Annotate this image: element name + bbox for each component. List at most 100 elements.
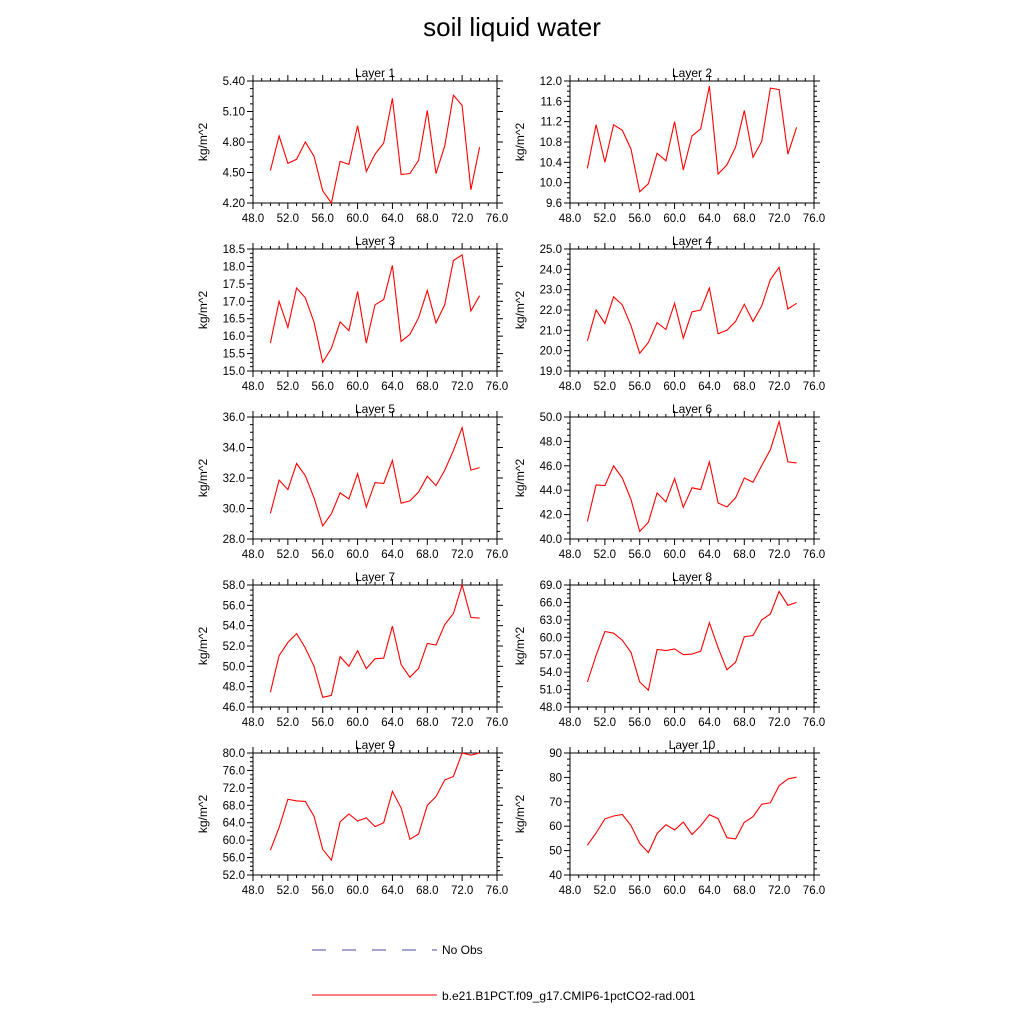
axis-frame bbox=[569, 80, 815, 204]
y-tick-label: 42.0 bbox=[540, 510, 562, 522]
x-tick-label: 76.0 bbox=[486, 381, 508, 393]
panel-title: Layer 4 bbox=[672, 234, 712, 248]
x-tick-label: 48.0 bbox=[559, 381, 581, 393]
axis-frame bbox=[252, 248, 498, 372]
x-tick-label: 64.0 bbox=[698, 885, 720, 897]
y-axis-label: kg/m^2 bbox=[513, 459, 527, 498]
chart-panel-7: Layer 7 48.0 52.0 56.0 60.0 64.0 68.0 72.0 76.0 4… bbox=[196, 570, 508, 729]
y-tick-label: 25.0 bbox=[540, 244, 562, 256]
y-tick-label: 56.0 bbox=[223, 853, 245, 865]
x-tick-label: 60.0 bbox=[663, 885, 685, 897]
x-tick-label: 64.0 bbox=[698, 717, 720, 729]
series-line bbox=[586, 265, 797, 355]
x-tick-label: 76.0 bbox=[803, 549, 825, 561]
series-line bbox=[586, 419, 797, 533]
x-tick-label: 48.0 bbox=[242, 885, 264, 897]
x-tick-label: 60.0 bbox=[346, 213, 368, 225]
x-tick-label: 56.0 bbox=[312, 213, 334, 225]
y-tick-label: 54.0 bbox=[223, 621, 245, 633]
series-line bbox=[586, 85, 798, 193]
x-tick-label: 60.0 bbox=[346, 549, 368, 561]
x-tick-label: 48.0 bbox=[242, 213, 264, 225]
chart-panel-2: Layer 2 48.0 52.0 56.0 60.0 64.0 68.0 72.0 76.0 9… bbox=[513, 66, 825, 225]
y-tick-label: 5.40 bbox=[223, 76, 245, 88]
x-tick-label: 52.0 bbox=[594, 885, 616, 897]
x-tick-label: 56.0 bbox=[312, 717, 334, 729]
y-tick-label: 54.0 bbox=[540, 667, 562, 679]
axis-frame bbox=[569, 752, 815, 876]
x-tick-label: 60.0 bbox=[346, 885, 368, 897]
y-tick-label: 46.0 bbox=[540, 461, 562, 473]
x-tick-label: 76.0 bbox=[803, 381, 825, 393]
y-tick-label: 11.6 bbox=[540, 96, 562, 108]
y-tick-label: 70 bbox=[549, 797, 562, 809]
x-tick-label: 52.0 bbox=[277, 885, 299, 897]
x-tick-label: 68.0 bbox=[733, 549, 755, 561]
x-tick-label: 64.0 bbox=[381, 213, 403, 225]
chart-panel-1: Layer 1 48.0 52.0 56.0 60.0 64.0 68.0 72.0 76.0 4… bbox=[196, 66, 508, 225]
x-tick-label: 48.0 bbox=[559, 549, 581, 561]
y-tick-label: 40.0 bbox=[540, 534, 562, 546]
axis-frame bbox=[569, 248, 815, 372]
y-tick-label: 46.0 bbox=[223, 702, 245, 714]
x-tick-label: 72.0 bbox=[768, 717, 790, 729]
y-tick-label: 16.0 bbox=[223, 331, 245, 343]
x-tick-label: 72.0 bbox=[451, 549, 473, 561]
x-tick-label: 52.0 bbox=[277, 381, 299, 393]
y-axis-label: kg/m^2 bbox=[196, 123, 210, 162]
x-tick-label: 48.0 bbox=[242, 549, 264, 561]
y-tick-label: 19.0 bbox=[540, 366, 562, 378]
panel-title: Layer 7 bbox=[355, 570, 395, 584]
x-tick-label: 72.0 bbox=[768, 381, 790, 393]
y-axis-label: kg/m^2 bbox=[196, 627, 210, 666]
x-tick-label: 76.0 bbox=[486, 717, 508, 729]
panel-title: Layer 3 bbox=[355, 234, 395, 248]
x-tick-label: 60.0 bbox=[346, 717, 368, 729]
x-tick-label: 60.0 bbox=[663, 381, 685, 393]
chart-panel-4: Layer 4 48.0 52.0 56.0 60.0 64.0 68.0 72.0 76.0 1… bbox=[513, 234, 825, 393]
y-tick-label: 15.5 bbox=[223, 349, 245, 361]
x-tick-label: 76.0 bbox=[486, 885, 508, 897]
x-tick-label: 52.0 bbox=[594, 381, 616, 393]
x-tick-label: 60.0 bbox=[663, 213, 685, 225]
y-tick-label: 50.0 bbox=[223, 661, 245, 673]
x-tick-label: 72.0 bbox=[451, 213, 473, 225]
x-tick-label: 72.0 bbox=[768, 213, 790, 225]
y-tick-label: 80 bbox=[549, 772, 562, 784]
chart-panel-6: Layer 6 48.0 52.0 56.0 60.0 64.0 68.0 72.0 76.0 4… bbox=[513, 402, 825, 561]
x-tick-label: 64.0 bbox=[381, 717, 403, 729]
y-tick-label: 20.0 bbox=[540, 346, 562, 358]
x-tick-label: 76.0 bbox=[803, 885, 825, 897]
x-tick-label: 48.0 bbox=[242, 381, 264, 393]
x-tick-label: 60.0 bbox=[663, 549, 685, 561]
x-tick-label: 68.0 bbox=[416, 549, 438, 561]
x-tick-label: 52.0 bbox=[594, 549, 616, 561]
panel-title: Layer 9 bbox=[355, 738, 395, 752]
x-tick-label: 56.0 bbox=[629, 549, 651, 561]
y-tick-label: 52.0 bbox=[223, 870, 245, 882]
x-tick-label: 68.0 bbox=[733, 717, 755, 729]
series-line bbox=[586, 776, 797, 854]
y-axis-label: kg/m^2 bbox=[513, 291, 527, 330]
x-tick-label: 60.0 bbox=[663, 717, 685, 729]
y-tick-label: 80.0 bbox=[223, 748, 245, 760]
y-tick-label: 69.0 bbox=[540, 580, 562, 592]
y-tick-label: 58.0 bbox=[223, 580, 245, 592]
y-tick-label: 48.0 bbox=[223, 682, 245, 694]
x-tick-label: 68.0 bbox=[416, 213, 438, 225]
axis-frame bbox=[569, 416, 815, 540]
x-tick-label: 52.0 bbox=[277, 213, 299, 225]
axis-frame bbox=[252, 752, 498, 876]
y-tick-label: 4.50 bbox=[223, 168, 245, 180]
panel-title: Layer 2 bbox=[672, 66, 712, 80]
legend-label-model-run: b.e21.B1PCT.f09_g17.CMIP6-1pctCO2-rad.00… bbox=[442, 989, 696, 1003]
y-tick-label: 21.0 bbox=[540, 325, 562, 337]
y-tick-label: 24.0 bbox=[540, 264, 562, 276]
x-tick-label: 48.0 bbox=[242, 717, 264, 729]
axis-frame bbox=[252, 80, 498, 204]
x-tick-label: 52.0 bbox=[594, 717, 616, 729]
x-tick-label: 68.0 bbox=[416, 717, 438, 729]
panel-title: Layer 10 bbox=[669, 738, 716, 752]
y-tick-label: 60 bbox=[549, 821, 562, 833]
